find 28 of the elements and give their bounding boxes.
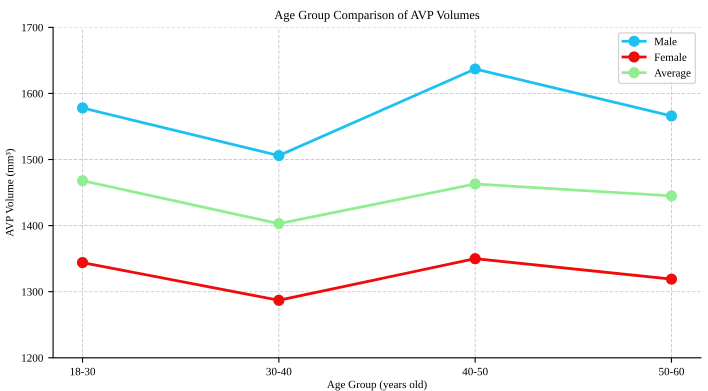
x-tick-label: 40-50 — [462, 368, 488, 376]
point — [273, 150, 284, 162]
point — [666, 190, 678, 202]
legend-label: Average — [654, 69, 691, 79]
y-tick-label: 1700 — [22, 24, 43, 32]
point — [273, 294, 284, 306]
chart-title: Age Group Comparison of AVP Volumes — [274, 10, 480, 22]
legend-label: Male — [654, 37, 677, 46]
y-axis-title: AVP Volume (mm³) — [6, 148, 16, 237]
point — [470, 253, 481, 264]
point — [76, 175, 88, 186]
x-axis-title: Age Group (years old) — [326, 380, 427, 390]
point — [666, 110, 678, 122]
y-tick-label: 1200 — [22, 354, 43, 362]
y-tick-label: 1500 — [22, 156, 43, 164]
legend-label: Female — [654, 53, 686, 61]
x-tick-label: 18-30 — [70, 368, 96, 376]
point — [470, 63, 481, 75]
x-tick-label: 50-60 — [659, 368, 684, 376]
y-tick-label: 1400 — [22, 222, 43, 230]
x-tick-label: 30-40 — [266, 368, 292, 376]
y-tick-label: 1300 — [22, 288, 43, 296]
y-tick-label: 1600 — [22, 90, 43, 98]
point — [666, 274, 678, 285]
point — [273, 218, 284, 230]
point — [76, 257, 88, 268]
point — [76, 102, 88, 114]
point — [470, 178, 481, 190]
